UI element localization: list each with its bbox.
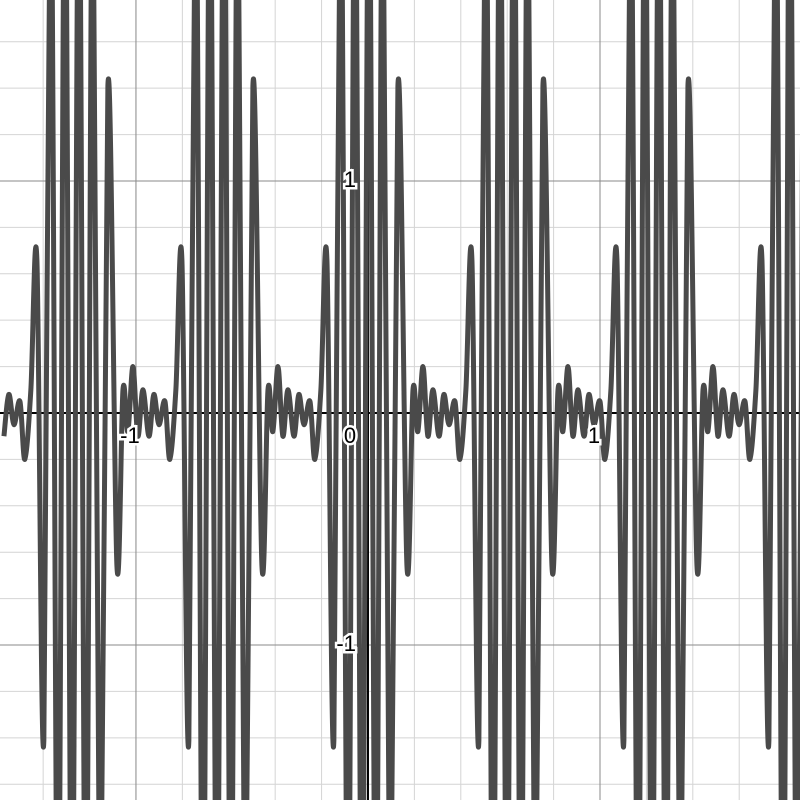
y-tick-label: 1 bbox=[344, 167, 356, 192]
x-tick-label: 1 bbox=[588, 423, 600, 448]
x-tick-label: 0 bbox=[344, 423, 356, 448]
y-tick-label: -1 bbox=[336, 631, 356, 656]
x-tick-label: -1 bbox=[120, 423, 140, 448]
labels: -1 0 1 -1 1 bbox=[118, 164, 603, 658]
